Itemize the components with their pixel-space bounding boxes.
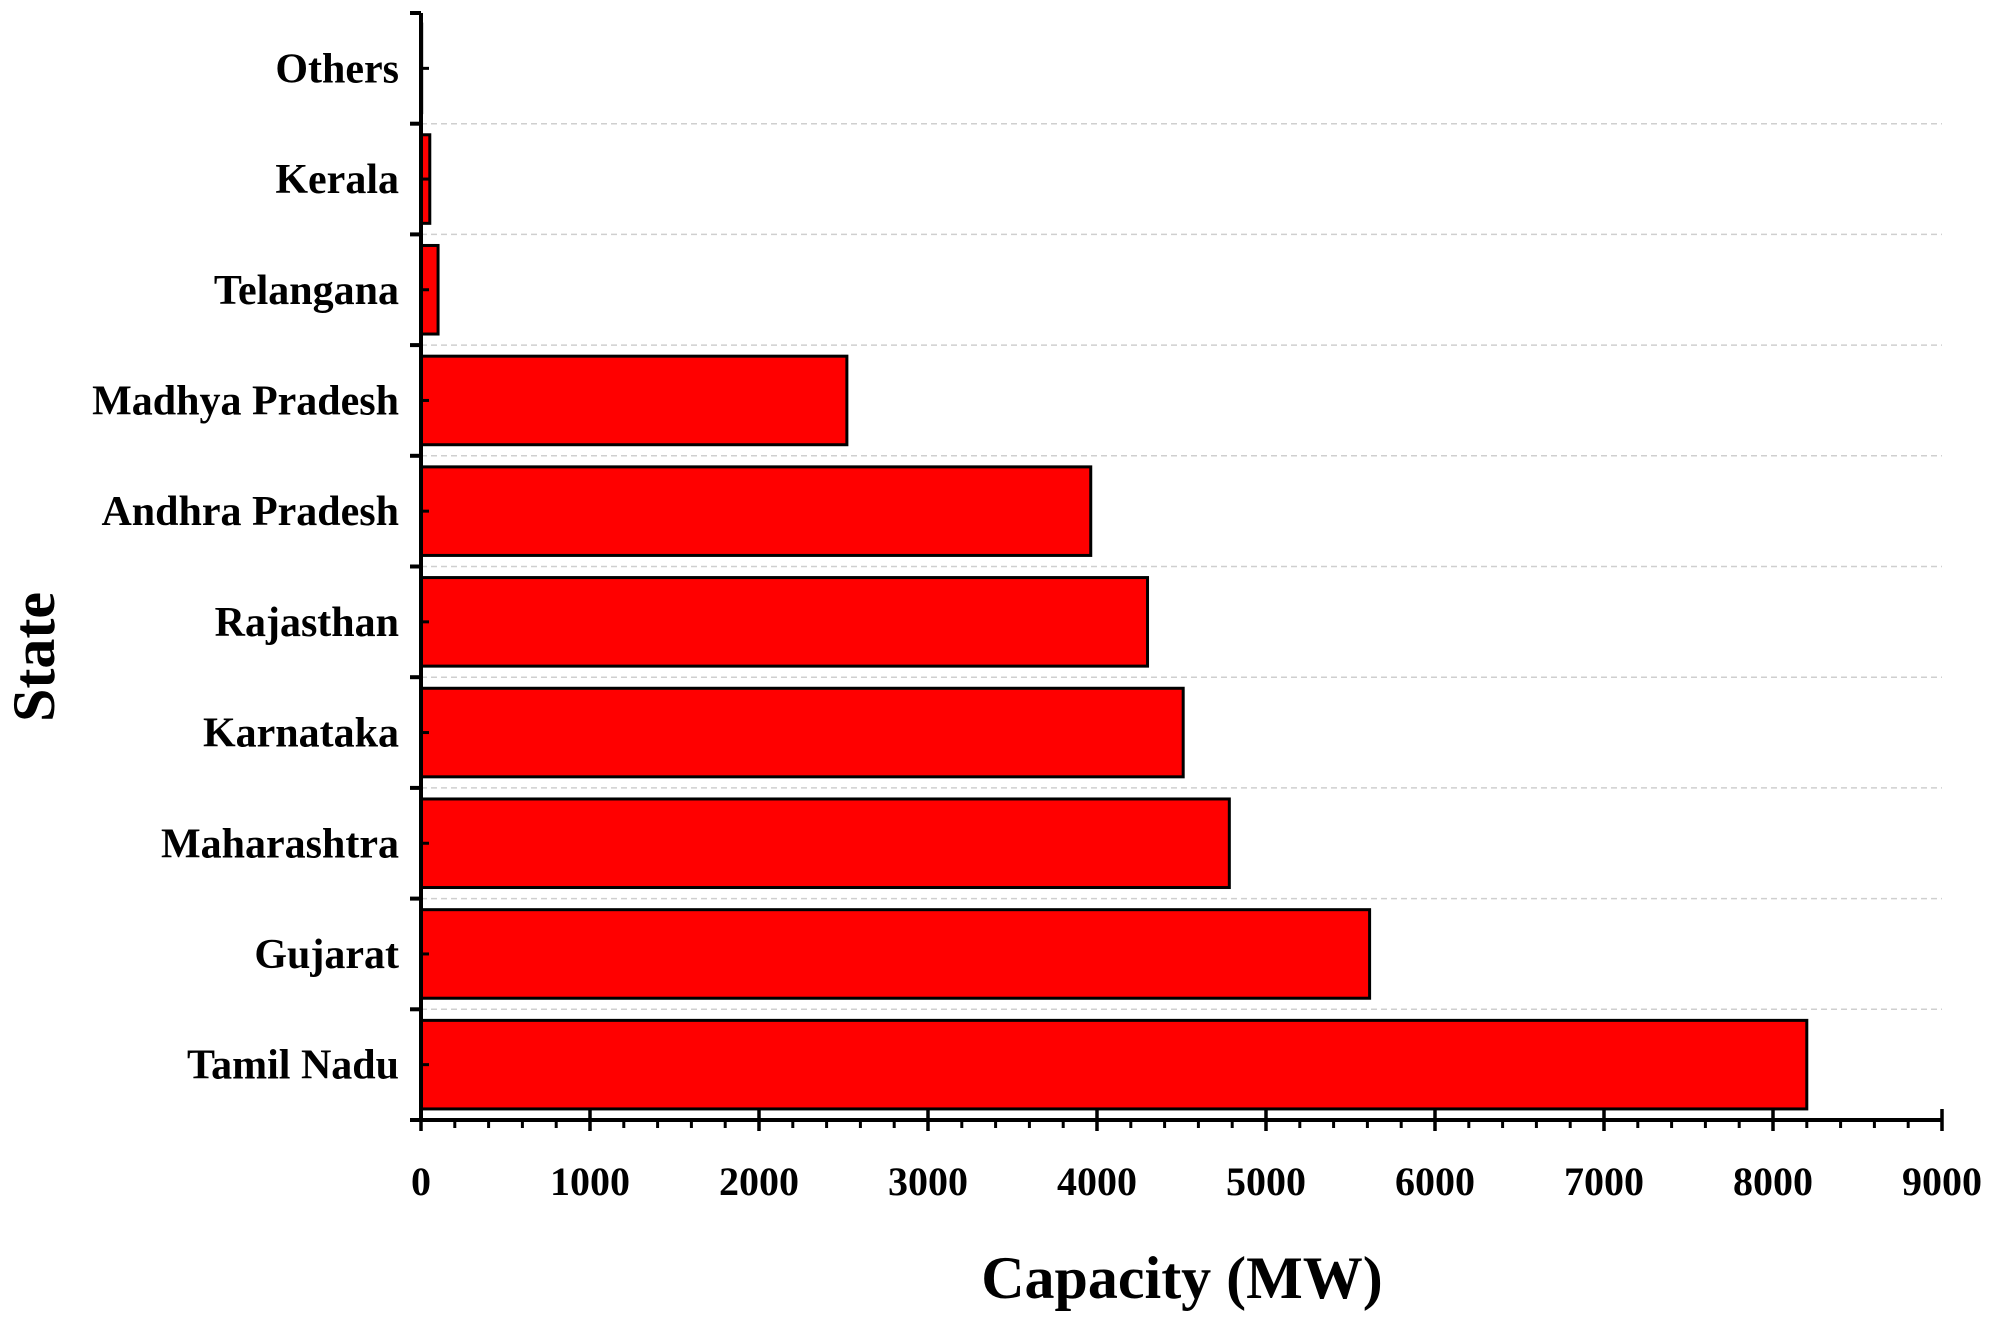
x-tick-label: 7000 [1564, 1159, 1644, 1204]
x-tick-label: 0 [411, 1159, 431, 1204]
grid-lines [421, 122, 1942, 1011]
y-tick-label: Rajasthan [215, 600, 399, 646]
y-axis-title: State [1, 592, 67, 722]
bar-gujarat [419, 908, 1372, 1000]
bar-maharashtra [419, 797, 1231, 890]
bar-madhya-pradesh [419, 354, 849, 447]
tick-labels: Tamil Nadu Gujarat Maharashtra Karnataka Raj… [92, 46, 1982, 1204]
x-tick-label: 8000 [1733, 1159, 1813, 1204]
bar-karnataka [419, 686, 1185, 779]
x-axis-title: Capacity (MW) [981, 1245, 1383, 1311]
x-tick-label: 3000 [888, 1159, 968, 1204]
y-tick-label: Kerala [275, 157, 399, 203]
x-tick-label: 2000 [719, 1159, 799, 1204]
y-tick-label: Others [275, 46, 399, 92]
ticks [410, 11, 1944, 1131]
bar-tamil-nadu [419, 1018, 1809, 1111]
x-tick-label: 5000 [1226, 1159, 1306, 1204]
y-tick-label: Andhra Pradesh [101, 489, 399, 535]
y-tick-label: Tamil Nadu [187, 1043, 399, 1089]
bar-rajasthan [419, 576, 1150, 668]
x-tick-label: 6000 [1395, 1159, 1475, 1204]
bars [419, 22, 1809, 1111]
y-tick-label: Karnataka [203, 711, 399, 757]
y-tick-label: Madhya Pradesh [92, 378, 399, 424]
y-tick-label: Telangana [214, 268, 399, 314]
bar-andhra-pradesh [419, 465, 1093, 557]
y-tick-label: Maharashtra [161, 821, 399, 867]
x-tick-label: 4000 [1057, 1159, 1137, 1204]
x-tick-label: 1000 [550, 1159, 630, 1204]
x-tick-label: 9000 [1902, 1159, 1982, 1204]
y-tick-label: Gujarat [254, 932, 399, 978]
